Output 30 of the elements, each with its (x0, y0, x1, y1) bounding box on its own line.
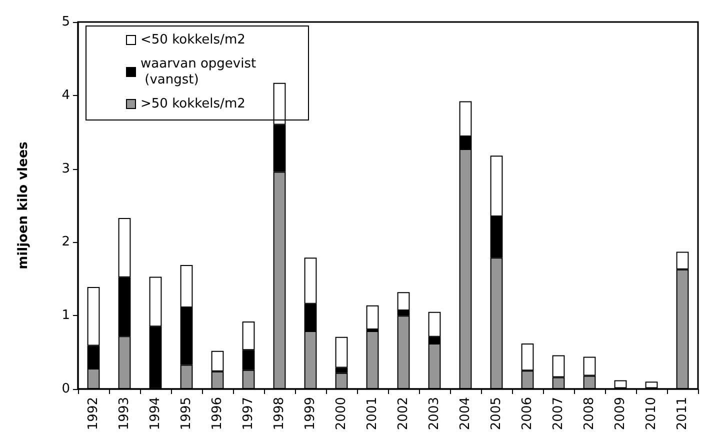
x-tick-label: 2006 (520, 397, 535, 430)
x-tick-label: 2007 (551, 397, 566, 430)
x-tick-label: 1996 (210, 397, 225, 430)
y-tick-label: 4 (62, 88, 70, 103)
x-tick-label: 2002 (396, 397, 411, 430)
x-tick-label: 2001 (365, 397, 380, 430)
x-tick-label: 1994 (148, 397, 163, 430)
x-tick-label: 2000 (334, 397, 349, 430)
x-tick-label: 1992 (86, 397, 101, 430)
x-tick-label: 2010 (644, 397, 659, 430)
x-tick-label: 2003 (427, 397, 442, 430)
x-tick-label: 2009 (613, 397, 628, 430)
x-tick-label: 2008 (582, 397, 597, 430)
legend-label: >50 kokkels/m2 (140, 96, 246, 112)
y-tick-label: 0 (62, 382, 70, 396)
x-tick-label: 1998 (272, 397, 287, 430)
legend-label: <50 kokkels/m2 (140, 32, 246, 48)
x-tick-label: 1997 (241, 397, 256, 430)
x-tick-label: 2011 (675, 397, 690, 430)
y-tick-label: 5 (62, 14, 70, 30)
x-tick-label: 1999 (303, 397, 318, 430)
y-axis-title: miljoen kilo vlees (16, 141, 31, 270)
x-tick-label: 2004 (458, 397, 473, 430)
legend-label: waarvan opgevist (vangst) (140, 56, 256, 88)
x-tick-label: 2005 (489, 397, 504, 430)
y-tick-label: 1 (62, 308, 70, 324)
x-tick-label: 1993 (117, 397, 132, 430)
x-tick-label: 1995 (179, 397, 194, 430)
y-tick-label: 3 (62, 161, 70, 176)
y-tick-label: 2 (62, 234, 70, 250)
